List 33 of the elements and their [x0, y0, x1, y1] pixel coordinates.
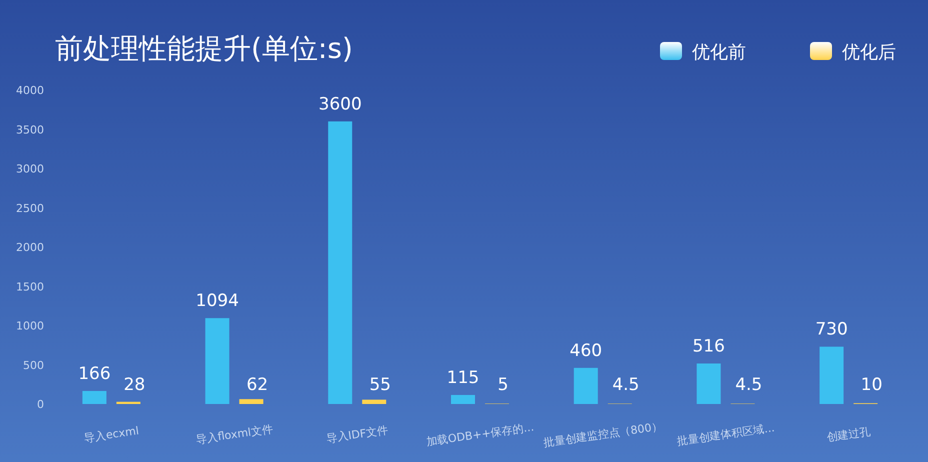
data-label: 460	[570, 340, 602, 361]
x-tick-label: 导入IDF文件	[326, 424, 389, 446]
data-label: 3600	[318, 94, 362, 114]
y-tick-label: 3000	[16, 162, 44, 176]
data-label: 1094	[196, 291, 239, 312]
x-tick-label: 批量创建监控点（800）	[542, 420, 664, 450]
y-tick-label: 2000	[16, 241, 44, 254]
legend-label: 优化前	[692, 42, 746, 63]
y-tick-label: 4000	[16, 84, 44, 97]
data-label: 730	[815, 320, 848, 340]
data-label: 115	[446, 368, 480, 388]
data-label: 28	[124, 375, 146, 395]
data-label: 5	[498, 375, 508, 395]
data-label: 62	[246, 375, 268, 395]
legend-label: 优化后	[842, 42, 896, 63]
y-tick-label: 500	[23, 358, 44, 372]
x-tick-label: 导入floxml文件	[195, 422, 274, 446]
chart-title: 前处理性能提升(单位:s)	[55, 32, 353, 65]
data-label: 4.5	[612, 375, 640, 395]
data-label: 516	[692, 336, 725, 356]
data-label: 10	[860, 375, 882, 395]
data-label: 55	[369, 375, 391, 395]
x-tick-label: 加载ODB++保存的...	[425, 420, 535, 448]
y-tick-label: 1000	[16, 320, 44, 332]
x-tick-label: 创建过孔	[826, 424, 872, 444]
y-tick-label: 1500	[16, 280, 44, 294]
x-tick-label: 批量创建体积区域...	[676, 421, 776, 448]
y-tick-label: 0	[37, 398, 44, 411]
x-tick-label: 导入ecxml	[83, 424, 140, 445]
data-label: 166	[78, 364, 111, 384]
y-tick-label: 3500	[16, 123, 44, 136]
data-label: 4.5	[735, 375, 762, 395]
y-tick-label: 2500	[16, 202, 44, 215]
